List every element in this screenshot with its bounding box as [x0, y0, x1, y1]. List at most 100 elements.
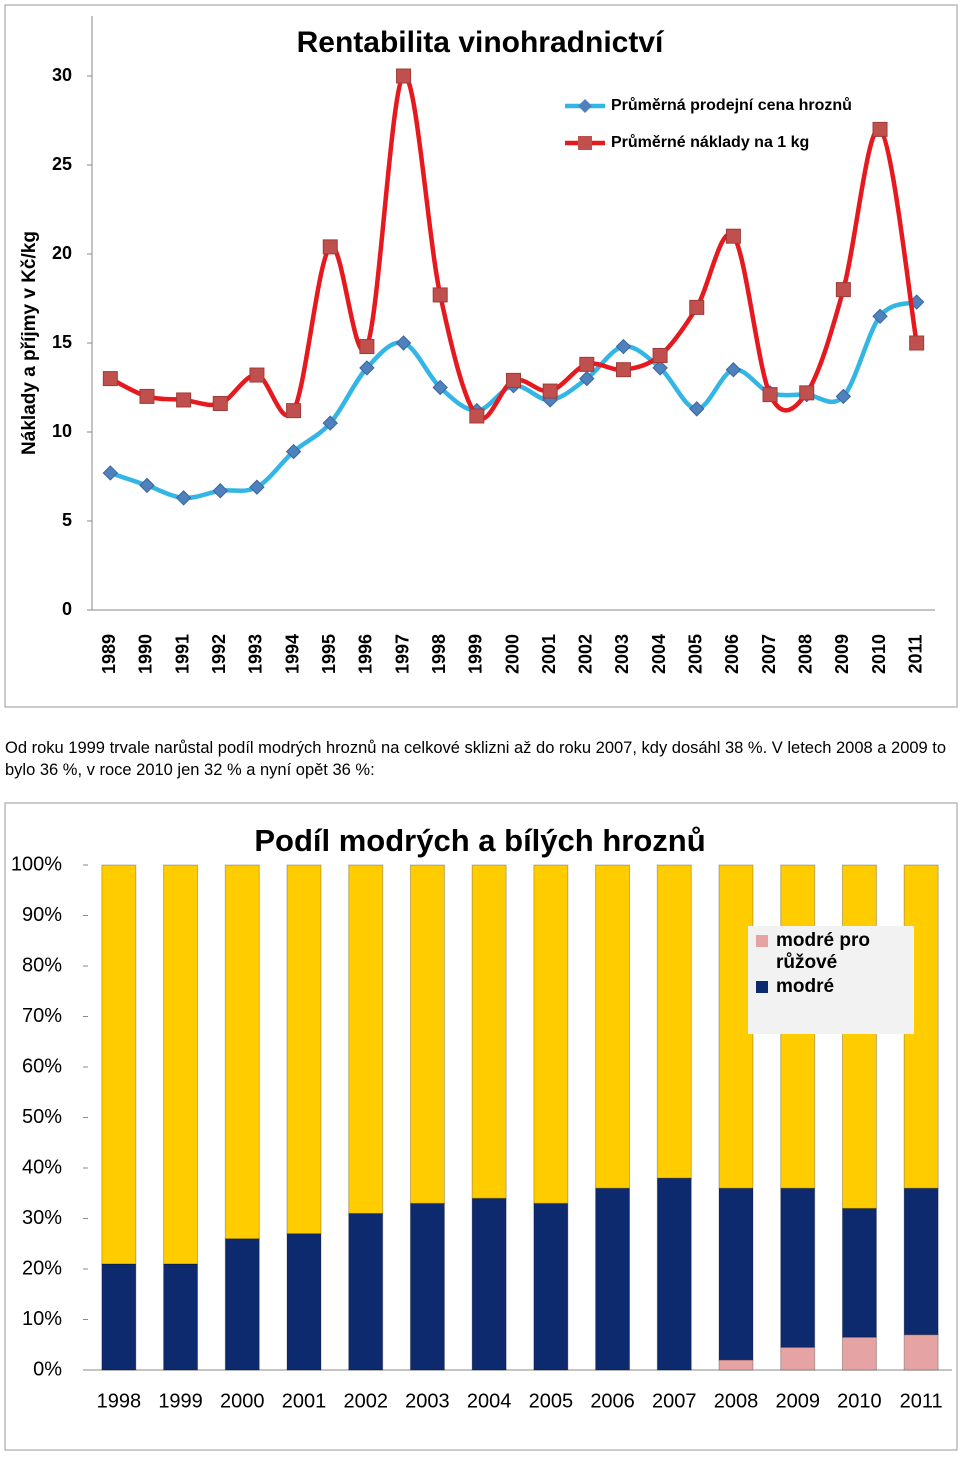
y-tick-label: 0%: [33, 1358, 62, 1380]
bar-segment: [224, 864, 260, 1240]
bar-segment: [533, 1202, 569, 1371]
marker: [542, 383, 558, 399]
y-tick-label: 20%: [22, 1257, 62, 1279]
x-tick-label: 2004: [467, 1390, 512, 1412]
legend-label: modré: [776, 976, 835, 997]
x-tick-label: 2010: [837, 1390, 882, 1412]
y-tick-label: 5: [62, 510, 72, 530]
bar-segment: [656, 864, 692, 1179]
bar-segment: [101, 864, 137, 1265]
x-tick-label: 2008: [795, 634, 815, 674]
x-tick-label: 2008: [714, 1390, 759, 1412]
marker: [835, 388, 852, 405]
marker: [395, 335, 412, 351]
y-tick-label: 80%: [22, 954, 62, 976]
bar-segment: [101, 1263, 137, 1371]
x-tick-label: 1989: [99, 634, 119, 674]
legend: modré pro růžové modré: [748, 926, 914, 1034]
y-tick-label: 90%: [22, 904, 62, 926]
marker: [322, 415, 338, 431]
x-tick-label: 2005: [529, 1390, 574, 1412]
x-tick-label: 2003: [612, 634, 632, 674]
x-tick-label: 2001: [539, 634, 559, 674]
chart-title: Rentabilita vinohradnictví: [297, 26, 665, 59]
y-tick-label: 70%: [22, 1005, 62, 1027]
marker: [286, 403, 302, 419]
x-tick-label: 2005: [686, 634, 706, 674]
marker: [102, 371, 118, 387]
y-tick-label: 10: [52, 421, 72, 441]
marker: [359, 360, 375, 376]
x-tick-label: 2006: [590, 1390, 635, 1412]
x-tick-label: 1990: [136, 634, 156, 674]
bar-segment: [286, 864, 322, 1235]
bar-segment: [163, 864, 199, 1265]
x-tick-label: 1998: [97, 1390, 142, 1412]
x-tick-label: 2001: [282, 1390, 327, 1412]
legend-label: Průměrné náklady na 1 kg: [611, 134, 809, 151]
y-tick-label: 40%: [22, 1156, 62, 1178]
legend-swatch: [756, 935, 768, 947]
marker: [652, 360, 668, 376]
y-tick-label: 30: [52, 65, 72, 85]
bar-segment: [595, 1187, 631, 1371]
chart-frame: [4, 4, 958, 708]
marker: [725, 361, 742, 378]
bar-segment: [903, 1334, 939, 1371]
legend-item: modré pro růžové: [756, 930, 906, 974]
y-tick-label: 30%: [22, 1207, 62, 1229]
marker: [689, 299, 705, 315]
x-tick-label: 1999: [466, 634, 486, 674]
bar-segment: [718, 864, 754, 1189]
x-tick-label: 2007: [759, 634, 779, 674]
marker: [652, 347, 668, 363]
bar-segment: [780, 1346, 816, 1371]
bar-segment: [780, 1187, 816, 1348]
x-tick-label: 1993: [246, 634, 266, 674]
bar-segment: [533, 864, 569, 1204]
marker: [249, 367, 265, 383]
bar-segment: [656, 1177, 692, 1371]
x-tick-label: 2011: [905, 634, 925, 673]
x-tick-label: 1994: [282, 634, 302, 674]
bar-segment: [718, 1187, 754, 1361]
x-tick-label: 2007: [652, 1390, 697, 1412]
bar-segment: [348, 1212, 384, 1371]
marker: [432, 379, 448, 396]
bar-segment: [841, 1336, 877, 1371]
y-tick-label: 20: [52, 243, 72, 263]
legend-label: modré pro růžové: [776, 930, 870, 973]
x-tick-label: 2009: [775, 1390, 820, 1412]
y-tick-label: 10%: [22, 1308, 62, 1330]
marker: [615, 338, 632, 355]
y-tick-label: 15: [52, 332, 72, 352]
marker: [322, 239, 338, 255]
bar-segment: [595, 864, 631, 1189]
marker: [102, 465, 119, 481]
marker: [469, 408, 485, 424]
marker: [579, 356, 595, 372]
legend-marker: [578, 99, 592, 113]
legend-label: Průměrná prodejní cena hroznů: [611, 97, 852, 114]
x-tick-label: 2011: [900, 1390, 943, 1412]
x-tick-label: 2000: [502, 634, 522, 674]
paragraph: Od roku 1999 trvale narůstal podíl modrý…: [5, 739, 947, 779]
x-tick-label: 2006: [722, 634, 742, 674]
x-tick-label: 1992: [209, 634, 229, 674]
marker: [176, 392, 192, 408]
y-tick-label: 60%: [22, 1055, 62, 1077]
marker: [359, 339, 375, 355]
marker: [799, 385, 815, 401]
bar-segment: [286, 1233, 322, 1371]
bar-segment: [718, 1359, 754, 1371]
x-tick-label: 1991: [172, 634, 192, 674]
marker: [249, 479, 265, 495]
marker: [506, 372, 521, 388]
x-tick-label: 2000: [220, 1390, 265, 1412]
marker: [579, 370, 595, 387]
marker: [139, 477, 155, 494]
bar-segment: [841, 1207, 877, 1338]
y-tick-label: 100%: [11, 853, 62, 875]
